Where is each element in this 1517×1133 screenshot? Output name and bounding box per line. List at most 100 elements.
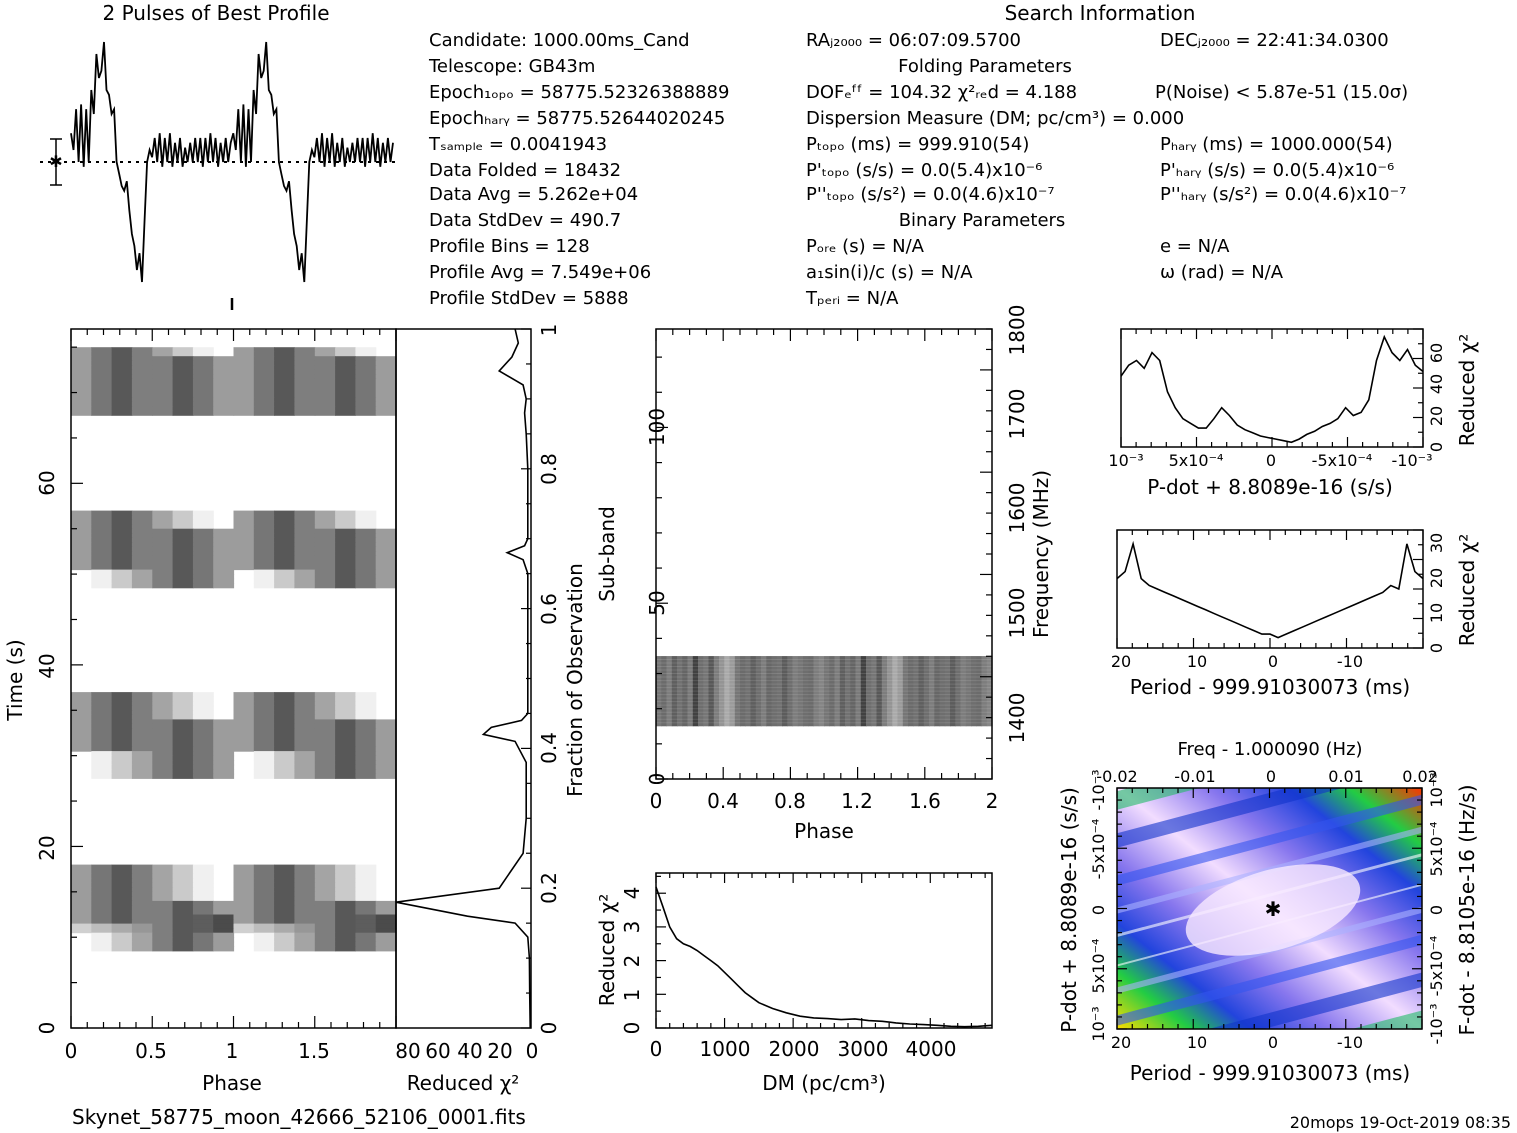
y-tick-label: 0: [1427, 442, 1446, 452]
heatmap-cell: [91, 397, 113, 403]
heatmap-cell: [294, 701, 316, 707]
heatmap-cell: [335, 878, 356, 884]
heatmap-cell: [71, 896, 92, 902]
heatmap-cell: [71, 728, 92, 734]
heatmap-cell: [213, 360, 235, 366]
heatmap-cell: [335, 887, 356, 893]
heatmap-cell: [335, 565, 356, 571]
heatmap-cell: [131, 369, 153, 375]
x-axis-label: Phase: [202, 1071, 262, 1095]
info-right-line: P''ₕₐᵣᵧ (s/s²) = 0.0(4.6)x10⁻⁷: [1160, 184, 1406, 205]
y-tick-label: 100: [645, 408, 669, 446]
heatmap-cell: [274, 578, 295, 584]
heatmap-cell: [253, 746, 275, 752]
heatmap-cell: [274, 537, 295, 543]
heatmap-cell: [111, 565, 133, 571]
subband-column: [692, 656, 699, 727]
heatmap-cell: [294, 510, 316, 516]
heatmap-cell: [314, 923, 336, 929]
info-mid-line: DOFₑᶠᶠ = 104.32 χ²ᵣₑd = 4.188: [806, 82, 1077, 103]
heatmap-cell: [314, 873, 336, 879]
heatmap-cell: [152, 356, 174, 362]
heatmap-cell: [274, 696, 295, 702]
heatmap-cell: [294, 705, 316, 711]
heatmap-cell: [172, 510, 194, 516]
heatmap-cell: [253, 751, 275, 757]
heatmap-cell: [91, 574, 113, 580]
heatmap-cell: [213, 733, 235, 739]
heatmap-cell: [233, 919, 255, 925]
heatmap-cell: [335, 519, 356, 525]
heatmap-cell: [253, 923, 275, 929]
heatmap-cell: [152, 896, 174, 902]
heatmap-cell: [111, 919, 133, 925]
heatmap-cell: [91, 737, 113, 743]
heatmap-cell: [274, 351, 295, 357]
heatmap-cell: [111, 900, 133, 906]
heatmap-cell: [91, 773, 113, 779]
heatmap-cell: [375, 760, 397, 766]
heatmap-cell: [233, 746, 255, 752]
heatmap-cell: [314, 764, 336, 770]
subband-column: [708, 656, 715, 727]
heatmap-cell: [192, 705, 214, 711]
heatmap-cell: [131, 896, 153, 902]
heatmap-cell: [192, 755, 214, 761]
heatmap-cell: [274, 864, 295, 870]
heatmap-cell: [192, 891, 214, 897]
y-tick-label: 10⁻³: [1089, 1006, 1108, 1041]
heatmap-cell: [375, 769, 397, 775]
heatmap-cell: [152, 755, 174, 761]
heatmap-cell: [233, 705, 255, 711]
heatmap-cell: [335, 900, 356, 906]
heatmap-cell: [172, 905, 194, 911]
heatmap-cell: [192, 524, 214, 530]
heatmap-cell: [71, 905, 92, 911]
heatmap-cell: [172, 737, 194, 743]
time-phase-image: [71, 347, 397, 952]
heatmap-cell: [335, 914, 356, 920]
heatmap-cell: [131, 928, 153, 934]
heatmap-cell: [253, 542, 275, 548]
heatmap-cell: [355, 914, 377, 920]
heatmap-cell: [355, 560, 377, 566]
heatmap-cell: [111, 910, 133, 916]
heatmap-cell: [172, 887, 194, 893]
heatmap-cell: [335, 583, 356, 589]
heatmap-cell: [71, 524, 92, 530]
heatmap-cell: [213, 397, 235, 403]
heatmap-cell: [172, 864, 194, 870]
heatmap-cell: [192, 769, 214, 775]
heatmap-cell: [274, 378, 295, 384]
heatmap-cell: [152, 574, 174, 580]
x-tick-label: 1: [226, 1039, 239, 1063]
heatmap-cell: [274, 710, 295, 716]
heatmap-cell: [335, 533, 356, 539]
heatmap-cell: [111, 755, 133, 761]
heatmap-cell: [172, 383, 194, 389]
subband-column: [750, 656, 757, 727]
subband-column: [876, 656, 883, 727]
heatmap-cell: [314, 932, 336, 938]
heatmap-cell: [152, 519, 174, 525]
heatmap-cell: [253, 737, 275, 743]
heatmap-cell: [294, 900, 316, 906]
heatmap-cell: [172, 873, 194, 879]
heatmap-cell: [91, 356, 113, 362]
heatmap-cell: [111, 560, 133, 566]
heatmap-cell: [131, 696, 153, 702]
heatmap-cell: [172, 878, 194, 884]
heatmap-cell: [192, 537, 214, 543]
heatmap-cell: [233, 360, 255, 366]
subband-column: [813, 656, 820, 727]
y2-tick-label: 1500: [1005, 588, 1029, 639]
heatmap-cell: [233, 383, 255, 389]
heatmap-cell: [355, 388, 377, 394]
heatmap-cell: [233, 864, 255, 870]
heatmap-cell: [91, 401, 113, 407]
heatmap-cell: [152, 928, 174, 934]
heatmap-cell: [294, 887, 316, 893]
heatmap-cell: [71, 551, 92, 557]
heatmap-cell: [131, 742, 153, 748]
heatmap-cell: [294, 406, 316, 412]
